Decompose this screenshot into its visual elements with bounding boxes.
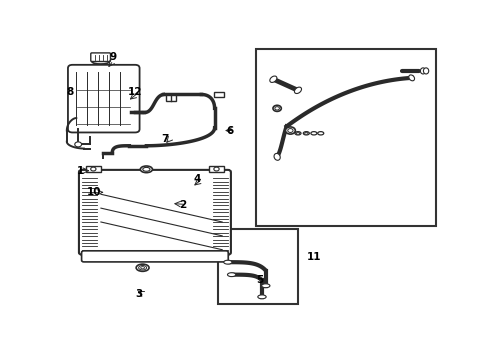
Ellipse shape [304, 132, 307, 134]
Ellipse shape [287, 129, 292, 132]
Bar [166, 95, 175, 100]
Text: 5: 5 [255, 275, 263, 285]
Text: 9: 9 [110, 52, 117, 62]
FancyBboxPatch shape [68, 65, 139, 132]
Bar [256, 49, 435, 226]
Ellipse shape [138, 266, 146, 270]
Ellipse shape [296, 132, 299, 134]
Circle shape [90, 167, 96, 171]
Ellipse shape [140, 166, 152, 173]
Text: 7: 7 [162, 134, 169, 144]
FancyBboxPatch shape [79, 170, 230, 255]
Ellipse shape [136, 264, 149, 271]
Ellipse shape [261, 284, 269, 288]
Ellipse shape [408, 75, 414, 81]
Ellipse shape [294, 132, 301, 135]
Circle shape [75, 142, 81, 147]
Text: 11: 11 [306, 252, 321, 262]
Text: 3: 3 [135, 289, 142, 299]
Ellipse shape [142, 167, 150, 171]
Text: 1: 1 [76, 166, 83, 176]
Text: 10: 10 [87, 187, 102, 197]
Ellipse shape [92, 59, 109, 64]
Bar [218, 229, 297, 304]
Circle shape [213, 167, 219, 171]
Ellipse shape [223, 260, 232, 264]
Bar [214, 92, 223, 97]
Bar [208, 166, 224, 172]
Ellipse shape [273, 153, 280, 160]
Ellipse shape [257, 295, 265, 299]
Text: 4: 4 [193, 174, 201, 184]
Text: 6: 6 [225, 126, 233, 135]
Ellipse shape [294, 87, 301, 94]
Text: 2: 2 [179, 199, 185, 210]
Ellipse shape [317, 132, 323, 135]
Ellipse shape [310, 132, 316, 135]
FancyBboxPatch shape [81, 251, 228, 262]
Ellipse shape [269, 76, 276, 82]
Ellipse shape [285, 127, 295, 134]
Bar [85, 166, 101, 172]
Ellipse shape [303, 132, 309, 135]
Ellipse shape [272, 105, 281, 111]
Ellipse shape [423, 68, 428, 74]
Ellipse shape [420, 68, 425, 74]
Ellipse shape [227, 273, 235, 276]
FancyBboxPatch shape [91, 53, 110, 62]
Text: 8: 8 [66, 87, 74, 97]
Text: 12: 12 [127, 87, 142, 97]
Ellipse shape [274, 107, 279, 110]
Ellipse shape [141, 267, 144, 269]
